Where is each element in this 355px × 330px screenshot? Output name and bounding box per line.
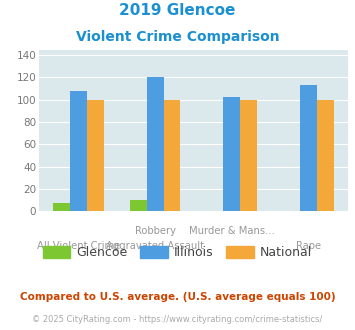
Text: Rape: Rape	[296, 241, 321, 251]
Bar	[223, 97, 240, 211]
Bar	[147, 77, 164, 211]
Text: Aggravated Assault: Aggravated Assault	[106, 241, 204, 251]
Bar	[87, 100, 104, 211]
Bar	[130, 200, 147, 211]
Text: 2019 Glencoe: 2019 Glencoe	[119, 3, 236, 18]
Text: Robbery: Robbery	[135, 226, 176, 236]
Text: Violent Crime Comparison: Violent Crime Comparison	[76, 30, 279, 44]
Bar	[70, 91, 87, 211]
Bar	[164, 100, 180, 211]
Text: Compared to U.S. average. (U.S. average equals 100): Compared to U.S. average. (U.S. average …	[20, 292, 335, 302]
Text: Murder & Mans...: Murder & Mans...	[189, 226, 275, 236]
Bar	[53, 203, 70, 211]
Bar	[317, 100, 334, 211]
Text: All Violent Crime: All Violent Crime	[37, 241, 120, 251]
Text: © 2025 CityRating.com - https://www.cityrating.com/crime-statistics/: © 2025 CityRating.com - https://www.city…	[32, 315, 323, 324]
Bar	[240, 100, 257, 211]
Bar	[300, 85, 317, 211]
Legend: Glencoe, Illinois, National: Glencoe, Illinois, National	[38, 241, 317, 264]
